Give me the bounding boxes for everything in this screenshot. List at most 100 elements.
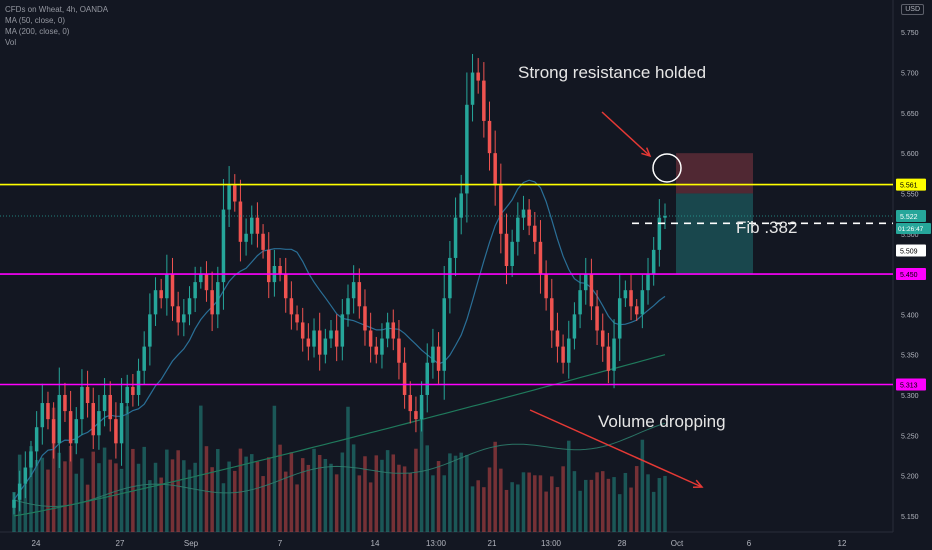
candle-body[interactable] xyxy=(538,241,543,275)
candle-body[interactable] xyxy=(493,153,497,186)
candle-body[interactable] xyxy=(663,216,667,218)
candle-body[interactable] xyxy=(431,346,435,363)
candle-body[interactable] xyxy=(351,282,356,299)
candle-body[interactable] xyxy=(465,104,469,194)
candle-body[interactable] xyxy=(329,330,333,339)
candle-body[interactable] xyxy=(589,274,594,307)
candle-body[interactable] xyxy=(555,330,560,347)
candle-body[interactable] xyxy=(357,282,362,307)
candle-body[interactable] xyxy=(317,330,322,355)
candle-body[interactable] xyxy=(244,233,248,242)
candle-body[interactable] xyxy=(125,386,129,404)
candle-body[interactable] xyxy=(193,282,197,299)
candle-body[interactable] xyxy=(233,185,237,202)
stop-loss-zone[interactable] xyxy=(676,153,753,194)
candle-body[interactable] xyxy=(436,346,441,371)
candle-body[interactable] xyxy=(572,314,577,339)
candle-body[interactable] xyxy=(255,217,260,234)
candle-body[interactable] xyxy=(374,346,379,355)
candle-body[interactable] xyxy=(612,338,616,371)
candle-body[interactable] xyxy=(159,290,163,299)
candle-body[interactable] xyxy=(131,386,135,395)
candle-body[interactable] xyxy=(499,185,503,234)
candle-body[interactable] xyxy=(487,120,492,154)
candle-body[interactable] xyxy=(68,411,73,444)
candle-body[interactable] xyxy=(657,217,662,250)
candle-body[interactable] xyxy=(385,322,390,339)
candle-body[interactable] xyxy=(91,403,96,436)
candle-body[interactable] xyxy=(46,403,50,420)
candle-body[interactable] xyxy=(165,274,169,299)
candle-body[interactable] xyxy=(210,290,214,315)
ma50-legend[interactable]: MA (50, close, 0) xyxy=(5,16,66,25)
candle-body[interactable] xyxy=(595,306,599,331)
candle-body[interactable] xyxy=(221,209,226,283)
candle-body[interactable] xyxy=(482,80,486,121)
candle-body[interactable] xyxy=(204,274,209,291)
candle-body[interactable] xyxy=(419,394,424,420)
candle-body[interactable] xyxy=(51,419,56,444)
candle-body[interactable] xyxy=(261,233,265,250)
candle-body[interactable] xyxy=(578,290,582,315)
candle-body[interactable] xyxy=(29,451,33,468)
candle-body[interactable] xyxy=(567,338,571,363)
candle-body[interactable] xyxy=(23,467,28,484)
candle-body[interactable] xyxy=(97,411,101,436)
candle-body[interactable] xyxy=(57,394,62,444)
candle-body[interactable] xyxy=(380,338,384,355)
candle-body[interactable] xyxy=(425,362,429,395)
candle-body[interactable] xyxy=(80,386,84,420)
candle-body[interactable] xyxy=(300,322,305,339)
candle-body[interactable] xyxy=(583,274,588,291)
candle-body[interactable] xyxy=(250,217,254,234)
candle-body[interactable] xyxy=(442,298,446,371)
candle-body[interactable] xyxy=(521,209,526,218)
candle-body[interactable] xyxy=(640,290,645,315)
candle-body[interactable] xyxy=(363,306,367,331)
candle-body[interactable] xyxy=(476,72,480,81)
candle-body[interactable] xyxy=(504,233,509,266)
candle-body[interactable] xyxy=(600,330,605,347)
candle-body[interactable] xyxy=(199,274,203,283)
candle-body[interactable] xyxy=(334,330,339,347)
candle-body[interactable] xyxy=(17,483,22,500)
candle-body[interactable] xyxy=(227,185,231,210)
candle-body[interactable] xyxy=(397,338,401,363)
currency-badge[interactable]: USD xyxy=(901,4,924,15)
candle-body[interactable] xyxy=(119,403,124,444)
symbol-title[interactable]: CFDs on Wheat, 4h, OANDA xyxy=(5,5,109,14)
candle-body[interactable] xyxy=(346,298,350,315)
ma200-legend[interactable]: MA (200, close, 0) xyxy=(5,27,70,36)
candle-body[interactable] xyxy=(448,257,452,299)
candle-body[interactable] xyxy=(368,330,373,347)
candle-body[interactable] xyxy=(306,338,311,347)
candle-body[interactable] xyxy=(340,314,345,347)
candle-body[interactable] xyxy=(561,346,565,363)
candle-body[interactable] xyxy=(550,298,554,331)
candle-body[interactable] xyxy=(453,217,458,258)
candle-body[interactable] xyxy=(283,274,288,299)
candle-body[interactable] xyxy=(74,419,79,444)
candle-body[interactable] xyxy=(544,274,548,299)
candle-body[interactable] xyxy=(623,290,628,299)
candle-body[interactable] xyxy=(238,201,243,242)
candle-body[interactable] xyxy=(646,274,650,291)
candle-body[interactable] xyxy=(617,298,622,339)
candle-body[interactable] xyxy=(153,290,158,315)
candle-body[interactable] xyxy=(634,306,639,315)
candle-body[interactable] xyxy=(289,298,294,315)
candle-body[interactable] xyxy=(527,209,531,226)
candle-body[interactable] xyxy=(402,362,407,395)
candle-body[interactable] xyxy=(12,499,16,508)
volume-legend[interactable]: Vol xyxy=(5,38,17,47)
candle-body[interactable] xyxy=(278,266,282,275)
candle-body[interactable] xyxy=(414,411,418,420)
candle-body[interactable] xyxy=(459,193,463,218)
candle-body[interactable] xyxy=(170,274,175,307)
candle-body[interactable] xyxy=(391,322,396,339)
candle-body[interactable] xyxy=(516,217,520,242)
candle-body[interactable] xyxy=(176,306,180,323)
candle-body[interactable] xyxy=(216,282,220,315)
candle-body[interactable] xyxy=(108,394,112,420)
